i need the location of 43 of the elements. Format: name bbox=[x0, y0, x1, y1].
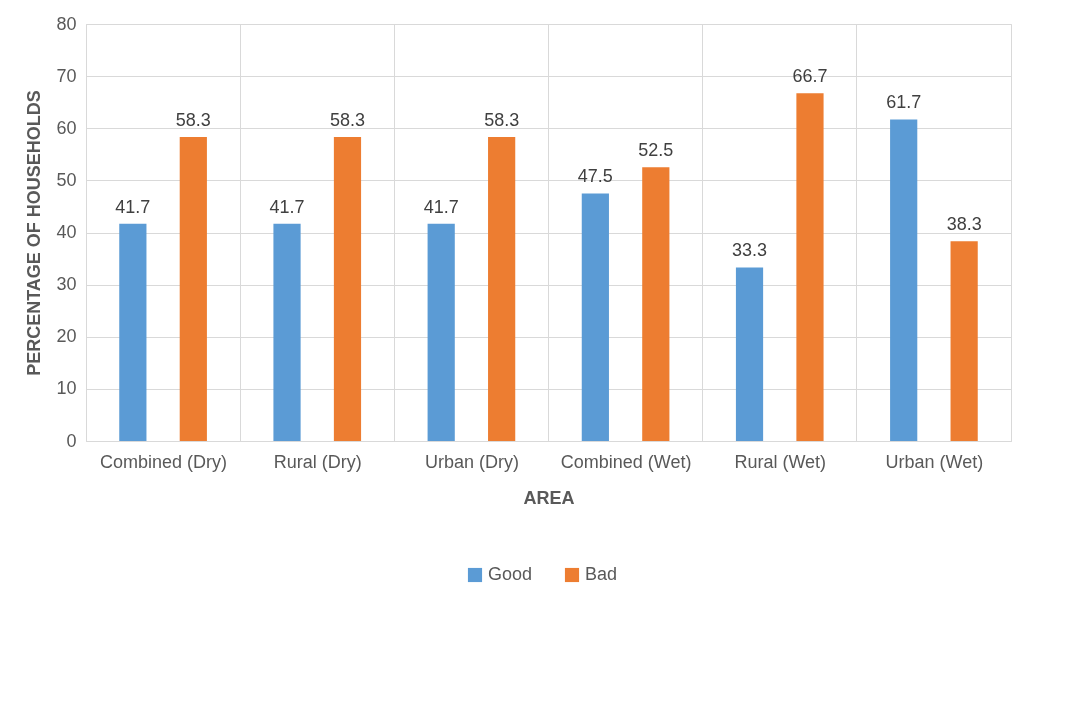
y-tick-label: 20 bbox=[56, 326, 77, 347]
y-tick-label: 50 bbox=[56, 169, 77, 190]
data-label: 47.5 bbox=[577, 166, 613, 187]
y-tick-label: 80 bbox=[56, 13, 77, 34]
data-label: 58.3 bbox=[175, 110, 211, 131]
y-axis-title: PERCENTAGE OF HOUSEHOLDS bbox=[24, 90, 45, 376]
bar bbox=[796, 93, 824, 441]
bar bbox=[735, 267, 764, 441]
data-label: 38.3 bbox=[946, 214, 982, 235]
y-tick-label: 70 bbox=[56, 65, 77, 86]
bar bbox=[427, 223, 455, 441]
bar bbox=[488, 137, 516, 441]
x-tick-label: Combined (Wet) bbox=[560, 451, 692, 472]
x-tick-label: Combined (Dry) bbox=[100, 451, 228, 472]
y-tick-label: 40 bbox=[56, 222, 77, 242]
data-label: 41.7 bbox=[269, 196, 305, 217]
bar bbox=[642, 167, 670, 441]
y-tick-label: 10 bbox=[56, 378, 77, 399]
bar bbox=[950, 241, 978, 441]
bar bbox=[581, 193, 609, 441]
data-label: 33.3 bbox=[732, 240, 768, 261]
bar bbox=[179, 137, 207, 441]
legend-label: Good bbox=[488, 564, 533, 584]
bar bbox=[119, 223, 147, 441]
data-label: 41.7 bbox=[423, 196, 459, 217]
y-tick-label: 60 bbox=[56, 117, 77, 138]
x-tick-label: Rural (Dry) bbox=[273, 451, 362, 472]
data-label: 58.3 bbox=[329, 110, 365, 131]
data-label: 58.3 bbox=[484, 110, 520, 131]
bar bbox=[333, 137, 362, 441]
data-label: 61.7 bbox=[886, 92, 922, 113]
bar bbox=[890, 119, 918, 441]
x-tick-label: Urban (Wet) bbox=[885, 451, 984, 472]
data-label: 41.7 bbox=[115, 196, 151, 217]
y-tick-label: 30 bbox=[56, 274, 77, 295]
x-axis-title: AREA bbox=[523, 487, 575, 508]
bar bbox=[273, 223, 301, 441]
data-label: 52.5 bbox=[638, 140, 674, 161]
legend-label: Bad bbox=[585, 564, 618, 584]
x-tick-label: Urban (Dry) bbox=[424, 451, 519, 472]
data-label: 66.7 bbox=[792, 66, 828, 87]
x-tick-label: Rural (Wet) bbox=[734, 451, 827, 472]
y-tick-label: 0 bbox=[66, 430, 77, 451]
